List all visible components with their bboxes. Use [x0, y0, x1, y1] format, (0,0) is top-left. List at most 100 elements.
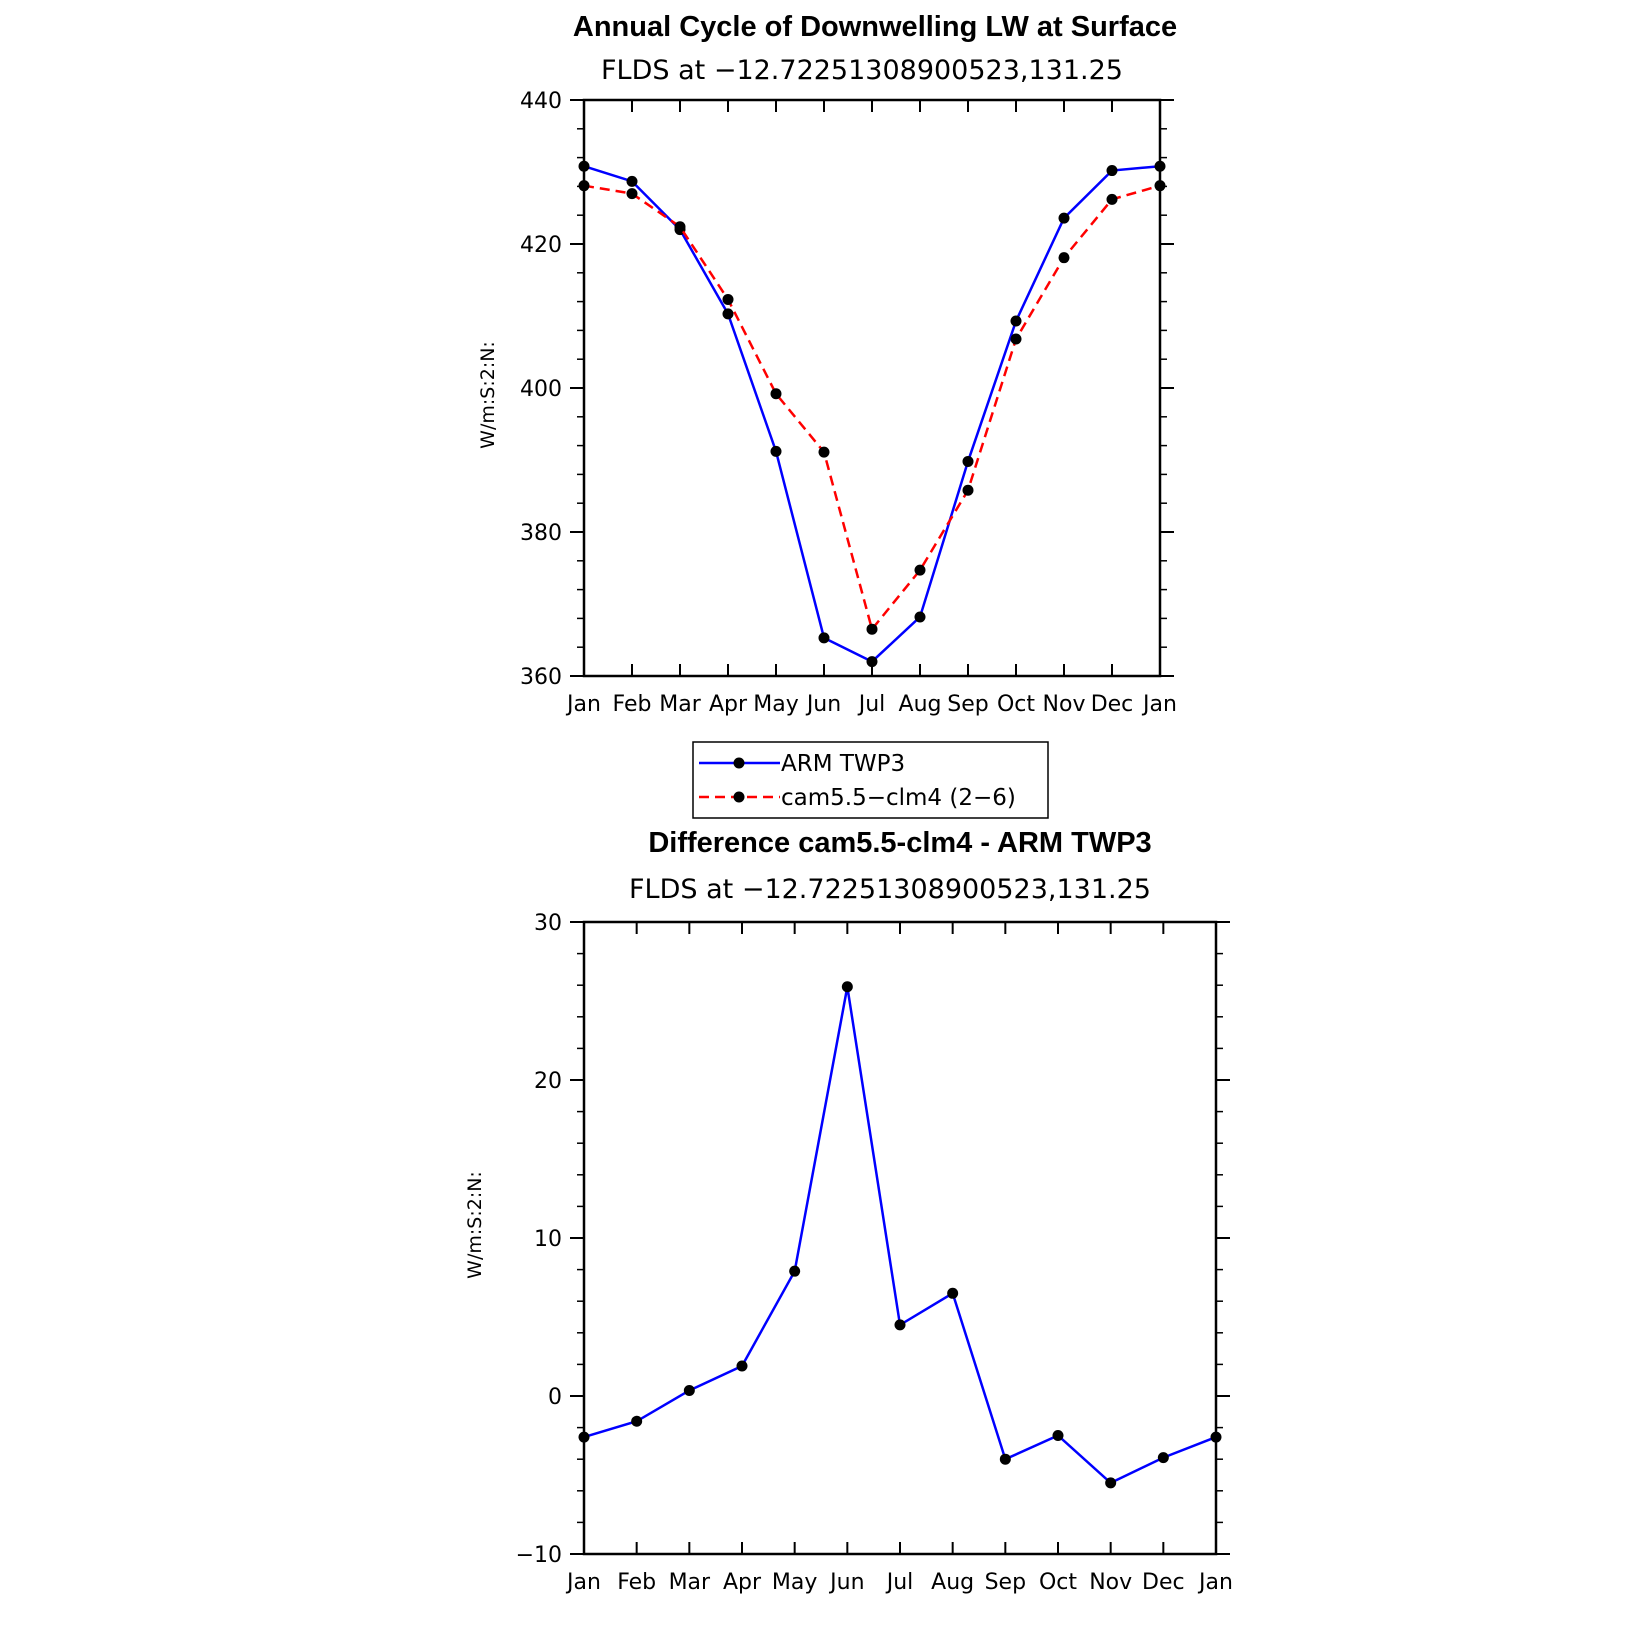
data-point [736, 1360, 748, 1372]
data-point [1210, 1431, 1222, 1443]
data-point [818, 446, 830, 458]
data-point [999, 1453, 1011, 1465]
y-tick-label: 380 [520, 521, 562, 546]
y-axis-label: W/m:S:2:N: [464, 1171, 486, 1279]
legend-marker-cam55 [733, 791, 745, 803]
series-line [583, 986, 1217, 1485]
x-tick-label: Jun [805, 692, 841, 717]
data-point [1058, 252, 1070, 264]
y-tick-label: 420 [520, 233, 562, 258]
chart-subtitle: FLDS at −12.72251308900523,131.25 [629, 874, 1151, 905]
data-point [631, 1415, 643, 1427]
data-point [789, 1265, 801, 1277]
data-point [1052, 1430, 1064, 1441]
series-layer [578, 160, 1166, 668]
y-tick-label: 0 [548, 1385, 562, 1410]
x-tick-label: Jan [1197, 1570, 1233, 1595]
data-point [770, 388, 782, 400]
plot-frame [582, 920, 1218, 1556]
x-tick-label: Jan [565, 1570, 601, 1595]
data-point [683, 1384, 695, 1396]
y-tick-labels: −10 0 10 20 30 [516, 911, 562, 1568]
x-tick-label: Jul [857, 692, 886, 717]
legend-marker-arm-twp3 [733, 757, 745, 769]
plot-frame [582, 98, 1162, 678]
data-point [626, 188, 638, 200]
x-tick-label: Jun [828, 1570, 864, 1595]
x-tick-label: Dec [1091, 692, 1134, 717]
x-tick-label: Jan [565, 692, 601, 717]
data-point [866, 656, 878, 668]
data-point [841, 981, 853, 993]
data-point [770, 445, 782, 457]
legend-label-arm-twp3: ARM TWP3 [781, 751, 905, 777]
annual-cycle-chart: Annual Cycle of Downwelling LW at Surfac… [477, 11, 1177, 717]
x-tick-label: Oct [997, 692, 1035, 717]
difference-chart: Difference cam5.5-clm4 - ARM TWP3 FLDS a… [464, 827, 1233, 1595]
x-tick-label: Nov [1043, 692, 1086, 717]
x-tick-label: Apr [723, 1570, 762, 1595]
x-tick-label: Sep [947, 692, 988, 717]
axis-ticks [570, 921, 1230, 1555]
data-point [818, 632, 830, 644]
x-tick-label: Jul [885, 1570, 914, 1595]
x-tick-label: May [772, 1570, 817, 1595]
data-point [1106, 165, 1118, 177]
y-tick-label: 440 [520, 89, 562, 114]
data-point [1058, 212, 1070, 224]
data-point [866, 623, 878, 635]
x-tick-label: Nov [1089, 1570, 1132, 1595]
x-tick-label: Apr [709, 692, 748, 717]
data-point [578, 160, 590, 172]
data-point [626, 175, 638, 187]
y-tick-label: 400 [520, 377, 562, 402]
chart-title: Difference cam5.5-clm4 - ARM TWP3 [648, 827, 1151, 859]
x-tick-label: Aug [899, 692, 942, 717]
data-point [578, 180, 590, 192]
y-tick-label: 30 [534, 911, 562, 936]
data-point [674, 221, 686, 233]
y-tick-labels: 360 380 400 420 440 [520, 89, 562, 690]
x-tick-label: Mar [669, 1570, 711, 1595]
chart-subtitle: FLDS at −12.72251308900523,131.25 [601, 55, 1123, 86]
series-line [583, 184, 1161, 632]
y-tick-label: −10 [516, 1543, 562, 1568]
data-point [722, 293, 734, 305]
x-tick-label: Mar [659, 692, 701, 717]
x-tick-labels: Jan Feb Mar Apr May Jun Jul Aug Sep Oct Nov Dec Jan [565, 1570, 1233, 1595]
x-tick-label: May [753, 692, 798, 717]
data-point [1154, 160, 1166, 172]
x-tick-label: Oct [1039, 1570, 1077, 1595]
chart-title: Annual Cycle of Downwelling LW at Surfac… [573, 11, 1177, 43]
data-point [1105, 1477, 1117, 1489]
data-point [947, 1287, 959, 1299]
x-tick-label: Feb [617, 1570, 656, 1595]
legend-label-cam55: cam5.5−clm4 (2−6) [781, 785, 1016, 811]
data-point [1010, 333, 1022, 345]
data-point [1157, 1452, 1169, 1464]
x-tick-label: Dec [1142, 1570, 1185, 1595]
data-point [962, 484, 974, 496]
y-axis-label: W/m:S:2:N: [477, 341, 499, 449]
y-tick-label: 10 [534, 1227, 562, 1252]
x-tick-label: Sep [985, 1570, 1026, 1595]
legend: ARM TWP3 cam5.5−clm4 (2−6) [692, 741, 1049, 819]
data-point [962, 455, 974, 467]
x-tick-label: Feb [613, 692, 652, 717]
y-tick-label: 360 [520, 665, 562, 690]
data-point [894, 1319, 906, 1331]
series-line [583, 164, 1161, 664]
series-layer [578, 981, 1222, 1489]
data-point [722, 308, 734, 320]
data-point [914, 564, 926, 576]
x-tick-label: Jan [1141, 692, 1177, 717]
axis-ticks [570, 99, 1174, 677]
legend-box [692, 741, 1049, 819]
data-point [578, 1431, 590, 1443]
data-point [914, 611, 926, 623]
y-tick-label: 20 [534, 1069, 562, 1094]
x-tick-label: Aug [931, 1570, 974, 1595]
data-point [1010, 315, 1022, 327]
data-point [1154, 180, 1166, 192]
